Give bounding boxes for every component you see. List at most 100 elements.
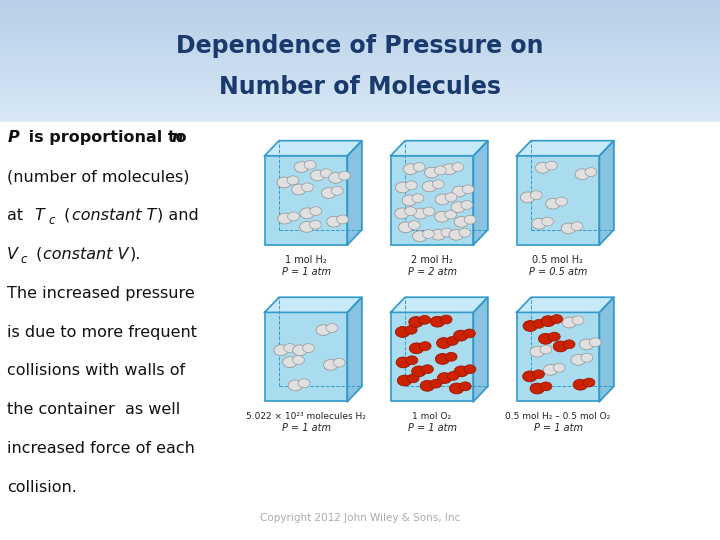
Bar <box>0 484 720 486</box>
Bar <box>0 5 720 7</box>
Bar <box>0 151 720 153</box>
Bar <box>0 255 720 258</box>
Text: 0.5 mol H₂ – 0.5 mol O₂: 0.5 mol H₂ – 0.5 mol O₂ <box>505 412 611 421</box>
Circle shape <box>556 197 567 206</box>
Text: n: n <box>171 130 183 145</box>
Bar <box>0 214 720 216</box>
Circle shape <box>412 366 426 377</box>
Bar <box>0 38 720 39</box>
Circle shape <box>553 363 565 372</box>
Bar <box>0 459 720 461</box>
Bar <box>0 356 720 358</box>
Circle shape <box>292 345 307 356</box>
Bar <box>0 34 720 36</box>
Bar <box>0 466 720 468</box>
Bar <box>0 324 720 326</box>
Bar <box>0 169 720 171</box>
Bar <box>0 281 720 282</box>
Bar <box>0 416 720 417</box>
Bar <box>0 32 720 34</box>
Bar <box>0 252 720 254</box>
Bar <box>0 232 720 234</box>
Bar <box>0 131 720 133</box>
Bar <box>0 88 720 90</box>
Circle shape <box>523 321 537 332</box>
Bar <box>0 167 720 169</box>
Bar <box>0 423 720 425</box>
Bar <box>0 326 720 328</box>
Circle shape <box>523 371 537 382</box>
Bar <box>0 29 720 31</box>
Bar <box>0 182 720 184</box>
Circle shape <box>405 207 416 215</box>
Bar <box>0 288 720 290</box>
Circle shape <box>571 354 585 365</box>
Circle shape <box>436 338 451 348</box>
Text: collisions with walls of: collisions with walls of <box>7 363 185 379</box>
Bar <box>0 508 720 509</box>
Bar <box>0 228 720 231</box>
Circle shape <box>327 216 341 227</box>
Circle shape <box>563 340 575 349</box>
Text: T: T <box>35 208 45 223</box>
Text: 5.022 × 10²³ molecules H₂: 5.022 × 10²³ molecules H₂ <box>246 412 366 421</box>
Bar <box>0 344 720 346</box>
Bar <box>0 140 720 142</box>
Bar <box>0 63 720 65</box>
Text: Copyright 2012 John Wiley & Sons, Inc: Copyright 2012 John Wiley & Sons, Inc <box>260 514 460 523</box>
Bar <box>0 360 720 362</box>
Bar <box>0 86 720 88</box>
Bar <box>0 27 720 29</box>
Bar <box>0 441 720 443</box>
Bar <box>0 99 720 101</box>
Bar <box>0 515 720 517</box>
Bar <box>0 405 720 407</box>
Circle shape <box>413 163 425 171</box>
Bar <box>0 367 720 369</box>
Bar <box>0 173 720 174</box>
Bar <box>0 520 720 522</box>
Bar <box>0 218 720 220</box>
Circle shape <box>571 222 583 231</box>
Circle shape <box>441 228 453 237</box>
Bar <box>0 65 720 66</box>
Bar <box>0 452 720 454</box>
Bar <box>0 535 720 536</box>
Bar <box>0 42 720 43</box>
Bar <box>0 58 720 59</box>
Circle shape <box>585 167 597 177</box>
Bar <box>0 376 720 378</box>
Bar <box>0 279 720 281</box>
FancyBboxPatch shape <box>390 312 474 402</box>
Bar <box>0 268 720 270</box>
Polygon shape <box>347 297 361 402</box>
Circle shape <box>546 198 560 209</box>
Circle shape <box>298 379 310 388</box>
Circle shape <box>573 379 588 390</box>
Bar <box>0 16 720 18</box>
Circle shape <box>277 177 292 188</box>
Bar <box>0 92 720 93</box>
Bar <box>0 486 720 488</box>
Bar <box>0 444 720 447</box>
Bar <box>0 184 720 185</box>
Bar <box>0 47 720 49</box>
Bar <box>0 317 720 319</box>
Bar <box>0 463 720 464</box>
Bar <box>0 502 720 504</box>
Bar <box>0 31 720 32</box>
Text: (number of molecules): (number of molecules) <box>7 169 189 184</box>
Bar <box>0 371 720 373</box>
Bar <box>0 119 720 120</box>
Circle shape <box>589 338 601 347</box>
Bar <box>0 425 720 427</box>
Bar <box>0 123 720 124</box>
Bar <box>0 72 720 74</box>
Bar <box>0 331 720 333</box>
Bar <box>0 373 720 374</box>
Bar <box>0 315 720 317</box>
Bar <box>0 313 720 315</box>
Bar <box>0 45 720 47</box>
Bar <box>0 407 720 409</box>
Circle shape <box>540 345 552 354</box>
